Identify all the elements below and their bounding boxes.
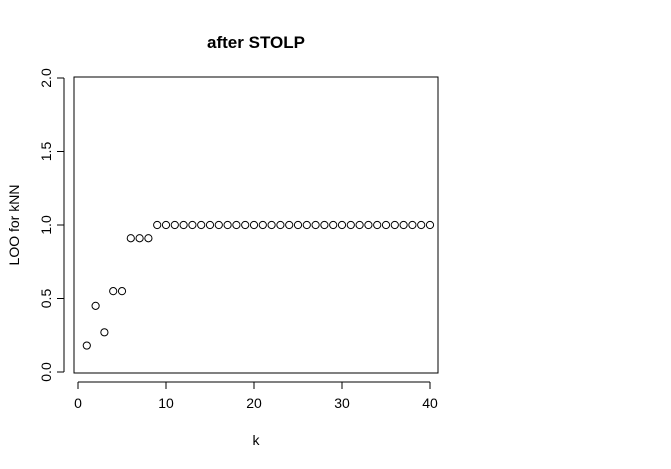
x-axis-label: k: [253, 432, 261, 448]
data-point: [161, 220, 171, 230]
data-point: [179, 220, 188, 230]
y-tick-label: 0.5: [38, 289, 54, 309]
y-axis: 0.0 0.5 1.0 1.5 2.0: [38, 68, 65, 382]
data-point: [188, 220, 197, 230]
data-point: [144, 234, 153, 243]
data-point: [399, 220, 408, 230]
data-point: [267, 220, 276, 230]
x-tick-label: 20: [246, 395, 262, 411]
data-point: [258, 220, 267, 230]
x-axis: 0 10 20 30 40: [74, 381, 438, 411]
data-point: [285, 220, 294, 230]
x-tick-label: 10: [158, 395, 174, 411]
data-point: [241, 220, 250, 230]
data-point: [320, 220, 329, 230]
data-point: [249, 220, 259, 230]
data-point: [232, 220, 241, 230]
data-point: [82, 341, 91, 350]
data-point: [91, 301, 100, 310]
data-point: [109, 287, 118, 296]
data-point: [329, 220, 338, 230]
x-tick-label: 0: [74, 395, 82, 411]
data-point: [205, 220, 215, 230]
data-point: [197, 220, 206, 230]
data-point: [355, 220, 364, 230]
x-tick-label: 30: [334, 395, 350, 411]
data-point: [117, 287, 127, 296]
data-point: [346, 220, 355, 230]
data-point: [276, 220, 285, 230]
x-tick-label: 40: [422, 395, 438, 411]
data-point: [135, 234, 144, 243]
data-points: [82, 220, 435, 350]
data-point: [293, 220, 303, 230]
data-point: [100, 328, 109, 337]
data-point: [223, 220, 232, 230]
y-axis-label: LOO for kNN: [6, 185, 22, 266]
data-point: [364, 220, 373, 230]
data-point: [381, 220, 391, 230]
plot-frame: [73, 76, 439, 374]
data-point: [337, 220, 347, 230]
data-point: [126, 234, 135, 243]
data-point: [390, 220, 399, 230]
chart-title: after STOLP: [207, 33, 305, 52]
data-point: [153, 220, 162, 230]
data-point: [417, 220, 426, 230]
data-point: [425, 220, 435, 230]
y-tick-label: 1.0: [38, 215, 54, 235]
y-tick-label: 1.5: [38, 142, 54, 162]
y-tick-label: 2.0: [38, 68, 54, 88]
data-point: [373, 220, 382, 230]
data-point: [170, 220, 179, 230]
y-tick-label: 0.0: [38, 362, 54, 382]
data-point: [408, 220, 417, 230]
data-point: [302, 220, 311, 230]
data-point: [311, 220, 320, 230]
data-point: [214, 220, 223, 230]
